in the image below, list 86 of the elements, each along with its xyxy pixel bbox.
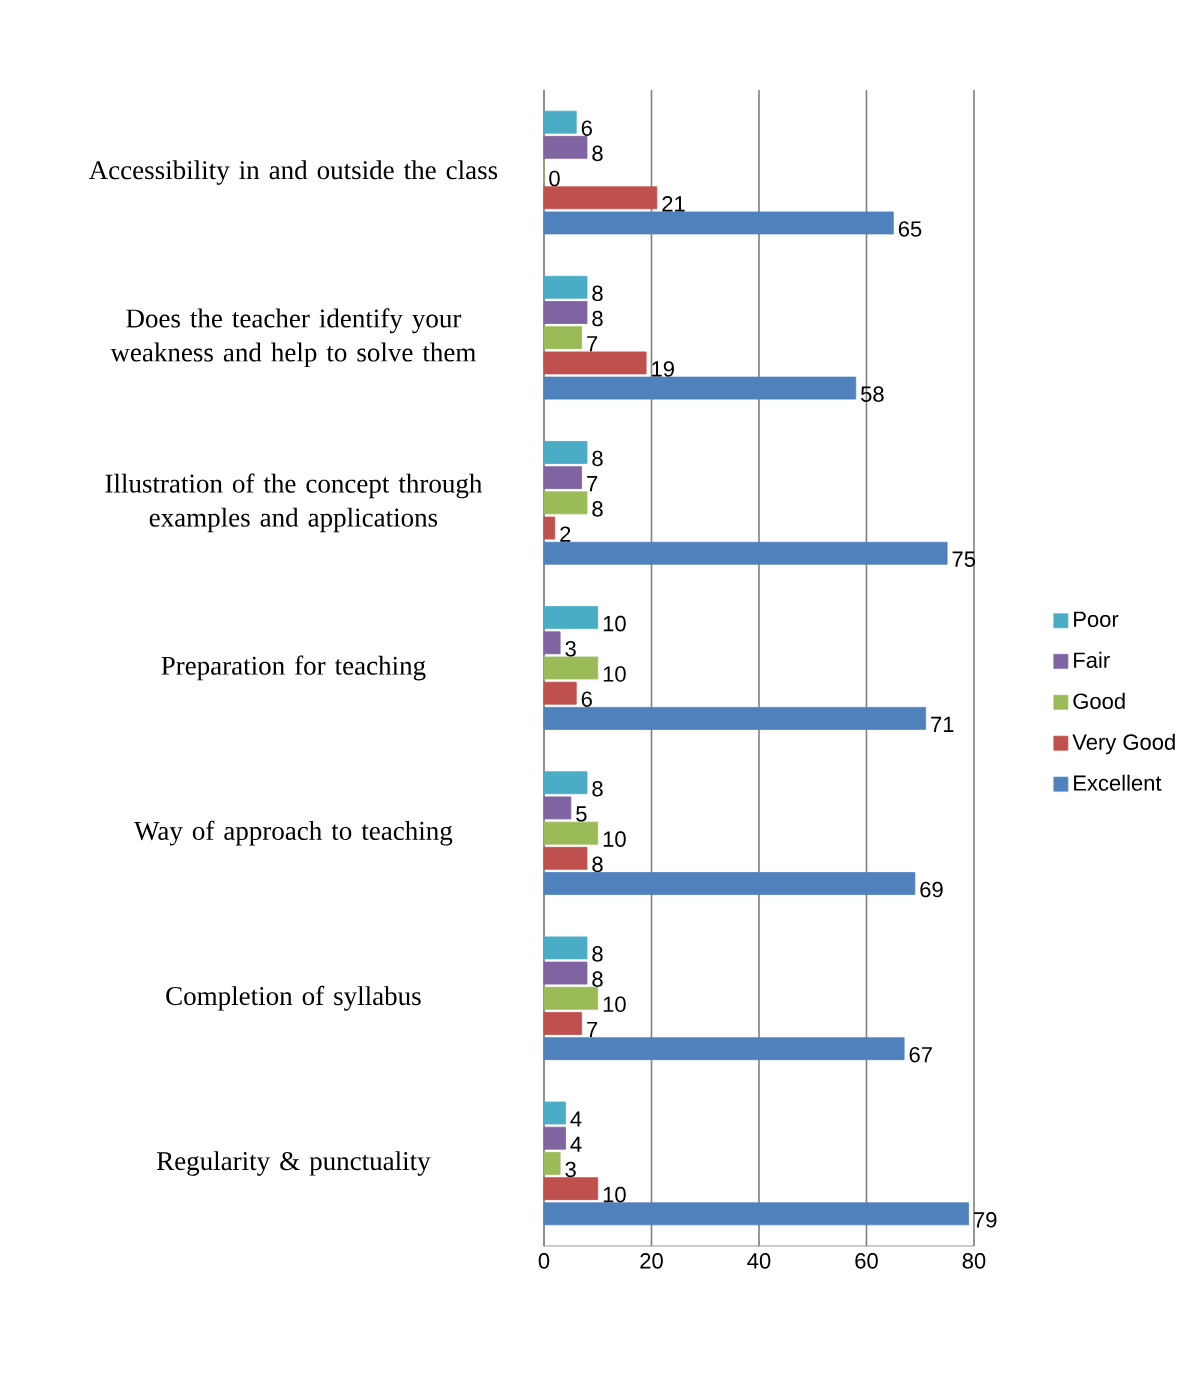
bar bbox=[543, 1152, 561, 1175]
bar bbox=[543, 275, 588, 299]
bar bbox=[543, 1126, 566, 1150]
data-label: 10 bbox=[603, 615, 626, 632]
data-label: 4 bbox=[570, 1136, 582, 1152]
data-label: 8 bbox=[592, 946, 603, 962]
bar bbox=[543, 516, 556, 540]
bar bbox=[543, 771, 588, 795]
data-label: 3 bbox=[565, 1161, 576, 1178]
data-label: 8 bbox=[592, 971, 603, 987]
data-label: 8 bbox=[592, 780, 603, 797]
bar bbox=[543, 186, 658, 210]
data-label: 69 bbox=[920, 881, 943, 898]
data-label: 6 bbox=[581, 691, 592, 707]
x-tick-label: 20 bbox=[640, 1253, 663, 1269]
y-tick-label: Does the teacher identify your weakness and help to solve them bbox=[110, 308, 476, 368]
data-label: 10 bbox=[603, 666, 626, 682]
data-label: 8 bbox=[592, 450, 603, 467]
bar bbox=[543, 796, 572, 820]
y-tick-label: Regularity & punctuality bbox=[156, 1151, 431, 1176]
bar bbox=[543, 1202, 970, 1226]
x-tick-label: 60 bbox=[855, 1253, 878, 1269]
data-label: 8 bbox=[592, 501, 603, 517]
data-label: 79 bbox=[974, 1212, 997, 1228]
bar bbox=[543, 681, 577, 705]
legend-label: Fair bbox=[1074, 651, 1110, 669]
data-label: 4 bbox=[570, 1111, 582, 1127]
bar bbox=[543, 541, 948, 565]
bar bbox=[543, 441, 588, 464]
data-label: 5 bbox=[576, 806, 587, 822]
bar bbox=[543, 211, 894, 235]
data-label: 3 bbox=[565, 641, 576, 657]
data-label: 58 bbox=[861, 386, 884, 402]
bar bbox=[543, 821, 599, 845]
bar bbox=[543, 606, 599, 629]
data-label: 8 bbox=[592, 856, 603, 873]
data-label: 10 bbox=[603, 831, 626, 847]
data-label: 0 bbox=[549, 170, 560, 187]
bar bbox=[543, 1101, 566, 1125]
data-label: 10 bbox=[603, 996, 626, 1013]
data-label: 7 bbox=[587, 476, 598, 492]
bar bbox=[543, 656, 599, 680]
bar bbox=[543, 631, 561, 655]
data-label: 10 bbox=[603, 1186, 626, 1203]
bar bbox=[543, 301, 588, 324]
bar bbox=[543, 936, 588, 960]
legend-label: Good bbox=[1073, 692, 1125, 709]
legend-label: Poor bbox=[1074, 611, 1119, 628]
data-label: 6 bbox=[581, 120, 592, 136]
y-tick-label: Way of approach to teaching bbox=[134, 820, 453, 846]
data-label: 7 bbox=[587, 1021, 598, 1038]
bar bbox=[543, 706, 927, 730]
bar bbox=[543, 986, 599, 1010]
bar bbox=[543, 351, 647, 375]
bar bbox=[543, 846, 588, 870]
data-label: 19 bbox=[652, 361, 674, 377]
bar bbox=[543, 135, 588, 159]
x-tick-label: 80 bbox=[962, 1253, 986, 1269]
bar bbox=[543, 491, 588, 515]
bar bbox=[543, 872, 916, 895]
bar bbox=[543, 1177, 599, 1201]
bar bbox=[543, 466, 583, 490]
y-tick-label: Illustration of the concept through examples and applications bbox=[105, 473, 483, 533]
data-label: 75 bbox=[952, 551, 976, 567]
legend-label: Excellent bbox=[1074, 774, 1162, 791]
data-label: 65 bbox=[898, 221, 922, 237]
bar bbox=[543, 110, 577, 134]
bar bbox=[543, 1012, 583, 1035]
data-label: 7 bbox=[587, 336, 598, 352]
data-label: 8 bbox=[592, 310, 603, 327]
x-tick-label: 40 bbox=[747, 1253, 771, 1269]
data-label: 8 bbox=[592, 145, 603, 162]
legend-label: Very Good bbox=[1072, 733, 1175, 755]
data-label: 67 bbox=[909, 1046, 932, 1063]
bar bbox=[543, 376, 857, 400]
y-tick-label: Completion of syllabus bbox=[166, 985, 421, 1011]
data-label: 2 bbox=[560, 526, 571, 542]
y-tick-label: Accessibility in and outside the class bbox=[88, 160, 498, 185]
data-label: 71 bbox=[931, 716, 954, 732]
bar bbox=[543, 961, 588, 985]
data-label: 8 bbox=[592, 285, 603, 302]
bar bbox=[543, 326, 583, 350]
x-tick-label: 0 bbox=[538, 1253, 550, 1269]
y-tick-label: Preparation for teaching bbox=[161, 655, 426, 681]
bar bbox=[543, 1037, 905, 1061]
data-label: 21 bbox=[662, 196, 685, 212]
